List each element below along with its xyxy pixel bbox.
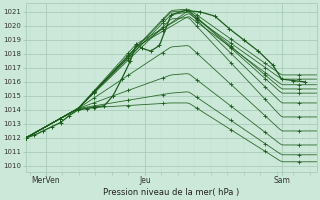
X-axis label: Pression niveau de la mer( hPa ): Pression niveau de la mer( hPa ) (103, 188, 239, 197)
